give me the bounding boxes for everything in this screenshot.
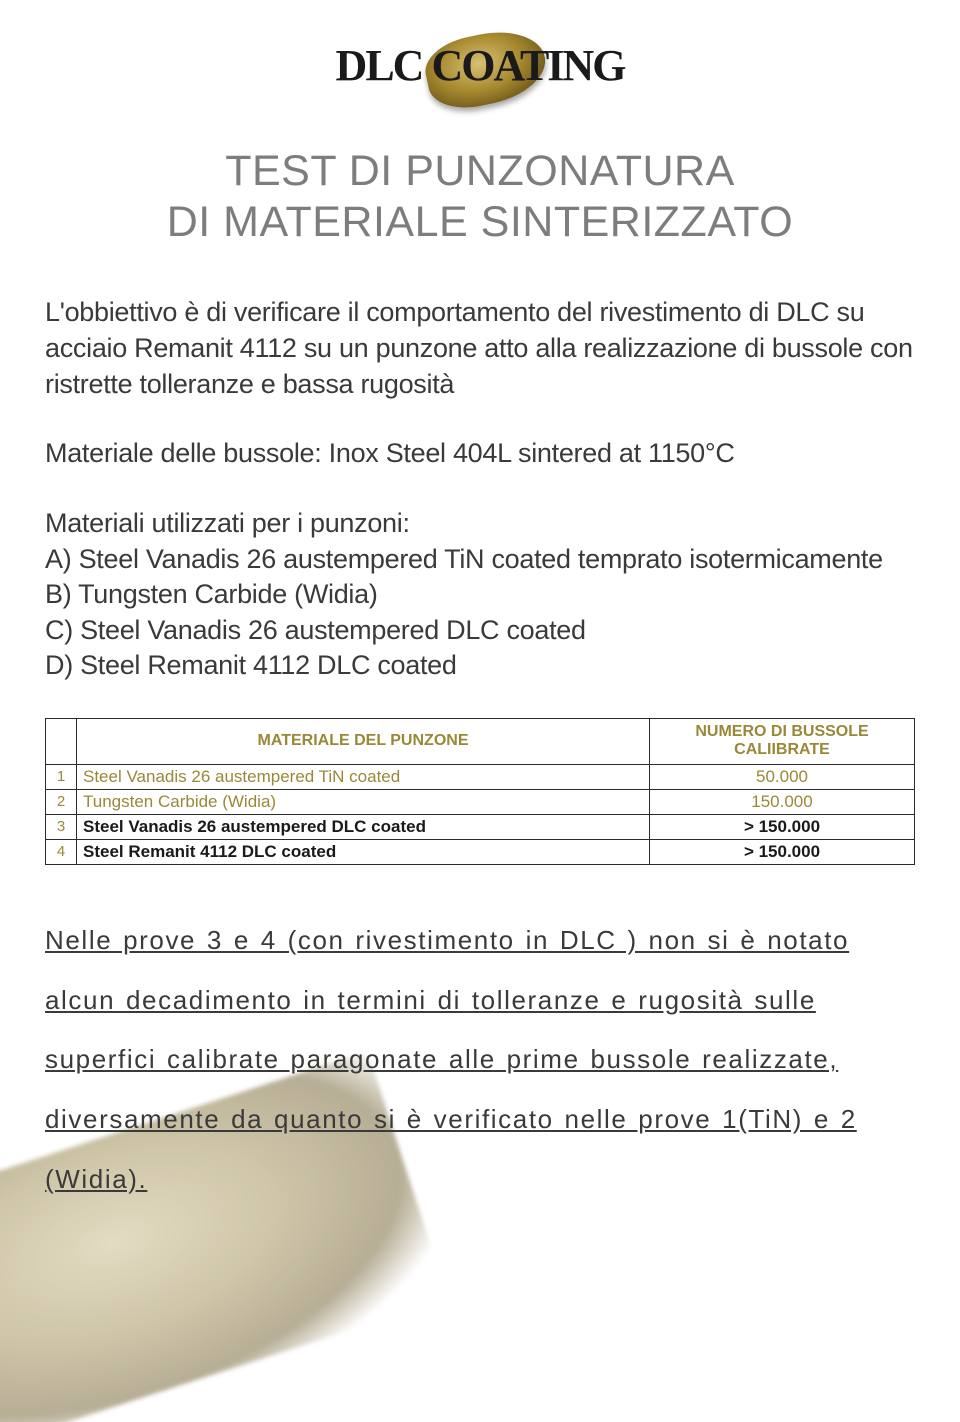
materials-list: Materiali utilizzati per i punzoni: A) S… xyxy=(45,506,915,684)
table-header-count: NUMERO DI BUSSOLE CALIIBRATE xyxy=(650,719,915,765)
row-index: 1 xyxy=(46,764,77,789)
row-index: 3 xyxy=(46,814,77,839)
row-count: > 150.000 xyxy=(650,814,915,839)
material-item-a: A) Steel Vanadis 26 austempered TiN coat… xyxy=(45,542,915,578)
logo-text: DLC COATING xyxy=(336,40,625,91)
row-count: 150.000 xyxy=(650,789,915,814)
row-material: Steel Vanadis 26 austempered TiN coated xyxy=(77,764,650,789)
row-count: 50.000 xyxy=(650,764,915,789)
row-material: Steel Remanit 4112 DLC coated xyxy=(77,839,650,864)
table-row: 1 Steel Vanadis 26 austempered TiN coate… xyxy=(46,764,915,789)
table-header-material: MATERIALE DEL PUNZONE xyxy=(77,719,650,765)
materials-header: Materiali utilizzati per i punzoni: xyxy=(45,506,915,542)
row-material: Steel Vanadis 26 austempered DLC coated xyxy=(77,814,650,839)
material-item-c: C) Steel Vanadis 26 austempered DLC coat… xyxy=(45,613,915,649)
conclusion-text: Nelle prove 3 e 4 (con rivestimento in D… xyxy=(45,911,915,1210)
row-index: 4 xyxy=(46,839,77,864)
page-content: DLC COATING TEST DI PUNZONATURA DI MATER… xyxy=(0,0,960,1210)
row-count: > 150.000 xyxy=(650,839,915,864)
material-item-d: D) Steel Remanit 4112 DLC coated xyxy=(45,648,915,684)
gear-icon xyxy=(420,22,552,115)
row-material: Tungsten Carbide (Widia) xyxy=(77,789,650,814)
logo: DLC COATING xyxy=(45,40,915,91)
table-row: 2 Tungsten Carbide (Widia) 150.000 xyxy=(46,789,915,814)
row-index: 2 xyxy=(46,789,77,814)
table-header-index xyxy=(46,719,77,765)
table-header-row: MATERIALE DEL PUNZONE NUMERO DI BUSSOLE … xyxy=(46,719,915,765)
material-item-b: B) Tungsten Carbide (Widia) xyxy=(45,577,915,613)
table-row: 4 Steel Remanit 4112 DLC coated > 150.00… xyxy=(46,839,915,864)
page-title: TEST DI PUNZONATURA DI MATERIALE SINTERI… xyxy=(45,146,915,247)
title-line-1: TEST DI PUNZONATURA xyxy=(45,146,915,197)
table-row: 3 Steel Vanadis 26 austempered DLC coate… xyxy=(46,814,915,839)
intro-paragraph-2: Materiale delle bussole: Inox Steel 404L… xyxy=(45,436,915,472)
results-table: MATERIALE DEL PUNZONE NUMERO DI BUSSOLE … xyxy=(45,718,915,865)
intro-paragraph-1: L'obbiettivo è di verificare il comporta… xyxy=(45,295,915,402)
title-line-2: DI MATERIALE SINTERIZZATO xyxy=(45,197,915,248)
